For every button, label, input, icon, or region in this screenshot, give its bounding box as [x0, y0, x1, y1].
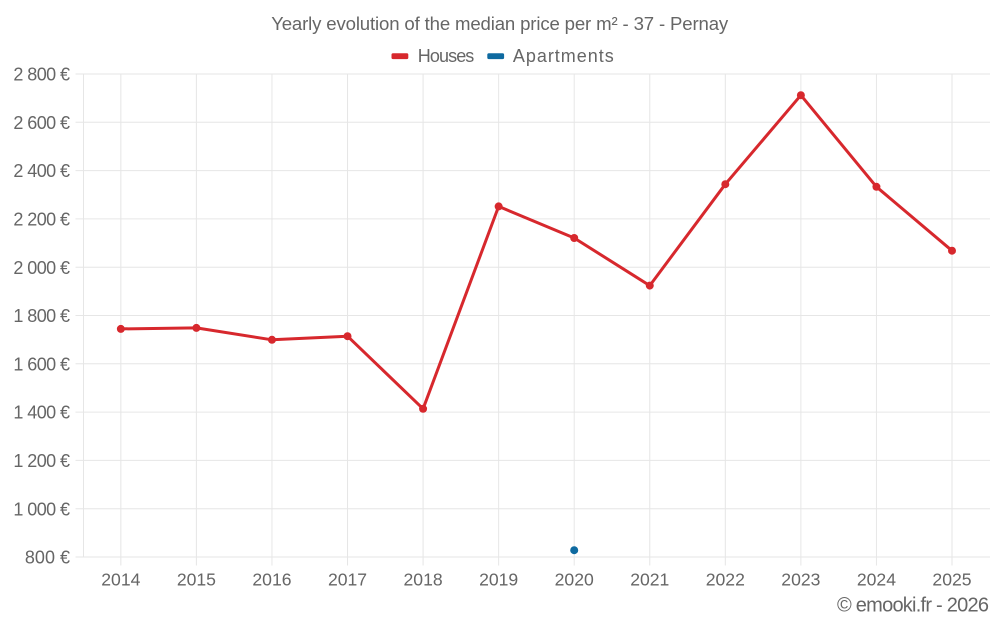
svg-text:1 800 €: 1 800 € — [13, 306, 70, 326]
svg-text:2015: 2015 — [177, 569, 216, 589]
svg-text:1 000 €: 1 000 € — [13, 499, 70, 519]
svg-text:2019: 2019 — [479, 569, 518, 589]
svg-text:2 600 €: 2 600 € — [13, 113, 70, 133]
svg-text:2025: 2025 — [932, 569, 971, 589]
svg-text:Houses: Houses — [418, 46, 475, 66]
svg-text:1 600 €: 1 600 € — [13, 354, 70, 374]
svg-text:© emooki.fr - 2026: © emooki.fr - 2026 — [837, 594, 989, 616]
svg-text:2022: 2022 — [706, 569, 745, 589]
svg-text:2021: 2021 — [630, 569, 669, 589]
svg-text:2 400 €: 2 400 € — [13, 161, 70, 181]
svg-text:2024: 2024 — [857, 569, 896, 589]
svg-text:2023: 2023 — [781, 569, 820, 589]
svg-text:Yearly evolution of the median: Yearly evolution of the median price per… — [271, 13, 729, 34]
svg-text:1 400 €: 1 400 € — [13, 403, 70, 423]
svg-text:2014: 2014 — [101, 569, 140, 589]
svg-text:2 800 €: 2 800 € — [13, 65, 70, 85]
svg-text:2 000 €: 2 000 € — [13, 258, 70, 278]
svg-text:800 €: 800 € — [25, 548, 70, 568]
svg-text:2018: 2018 — [404, 569, 443, 589]
svg-text:2 200 €: 2 200 € — [13, 210, 70, 230]
svg-text:2020: 2020 — [555, 569, 594, 589]
svg-text:2017: 2017 — [328, 569, 367, 589]
svg-text:1 200 €: 1 200 € — [13, 451, 70, 471]
svg-text:2016: 2016 — [252, 569, 291, 589]
svg-text:Apartments: Apartments — [513, 46, 614, 66]
